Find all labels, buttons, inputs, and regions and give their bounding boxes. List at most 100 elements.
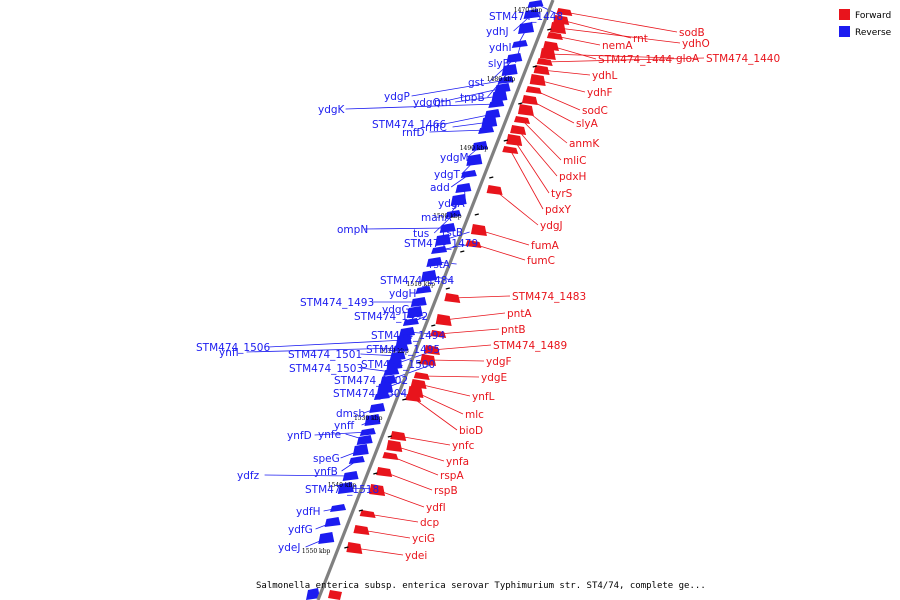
- forward-gene-label: ydhL: [592, 70, 618, 82]
- reverse-gene-label: tus: [413, 228, 429, 240]
- reverse-gene-feature: [420, 270, 437, 282]
- reverse-gene-feature: [377, 382, 394, 394]
- forward-gene-connector: [544, 57, 705, 63]
- forward-gene-label: rspA: [440, 470, 464, 482]
- reverse-gene-feature: [369, 403, 386, 413]
- reverse-gene-connector: [440, 87, 504, 103]
- forward-gene-label: pntB: [501, 324, 526, 336]
- reverse-gene-label: speG: [313, 453, 340, 465]
- minor-feature-mark: [474, 213, 479, 216]
- reverse-gene-label: ydfz: [237, 470, 260, 482]
- reverse-gene-feature: [439, 223, 456, 233]
- forward-gene-connector: [415, 391, 464, 415]
- forward-gene-feature: [470, 224, 487, 236]
- minor-feature-mark: [489, 176, 494, 179]
- reverse-gene-label: add: [430, 182, 450, 194]
- reverse-gene-feature: [511, 40, 528, 48]
- reverse-gene-label: gst: [468, 77, 484, 89]
- reverse-gene-label: ompN: [337, 224, 368, 236]
- reverse-gene-feature: [491, 90, 508, 102]
- legend-forward-label: Forward: [855, 11, 891, 21]
- forward-gene-feature: [390, 431, 407, 441]
- minor-feature-mark: [460, 250, 465, 253]
- minor-feature-mark: [358, 509, 363, 512]
- reverse-gene-label: nth: [434, 97, 451, 109]
- forward-gene-feature: [382, 452, 399, 460]
- forward-gene-connector: [541, 69, 591, 76]
- gene-labels: STM474_1448 ydhJ ydhI slyB gst tppB ydgP ydgQnt…: [196, 11, 780, 562]
- forward-gene-label: rnt: [633, 33, 648, 45]
- forward-gene-connector: [550, 45, 597, 60]
- forward-gene-feature: [536, 58, 553, 66]
- reverse-gene-label: STM474_1502: [334, 375, 408, 387]
- reverse-gene-label: rstA: [429, 259, 451, 271]
- reverse-gene-label: ydgQ: [413, 97, 441, 109]
- genome-caption: Salmonella enterica subsp. enterica sero…: [256, 581, 706, 591]
- reverse-gene-feature: [501, 64, 518, 76]
- forward-gene-feature: [346, 542, 363, 554]
- reverse-gene-label: STM474_1501: [288, 349, 362, 361]
- forward-gene-connector: [438, 328, 500, 335]
- forward-gene-feature: [521, 95, 538, 105]
- reverse-gene-label: STM474_1504: [333, 388, 407, 400]
- reverse-gene-label: ydgA: [438, 198, 466, 210]
- kbp-tick-label: 1500 kbp: [433, 213, 462, 220]
- reverse-gene-feature: [364, 414, 381, 426]
- reverse-gene-connector: [268, 339, 405, 348]
- reverse-gene-feature: [410, 297, 427, 307]
- reverse-gene-feature: [431, 246, 448, 254]
- minor-feature-mark: [518, 102, 523, 105]
- reverse-gene-label: ydeJ: [278, 542, 300, 554]
- reverse-gene-feature: [527, 0, 544, 8]
- forward-gene-feature: [359, 510, 376, 518]
- forward-gene-label: ynfL: [472, 391, 495, 403]
- reverse-gene-feature: [484, 109, 501, 119]
- forward-gene-feature: [423, 345, 440, 355]
- reverse-gene-label: STM474_1518: [305, 484, 379, 496]
- reverse-gene-feature: [434, 234, 451, 246]
- reverse-gene-label: tppB: [460, 92, 485, 104]
- reverse-gene-label: STM474_1484: [380, 275, 454, 287]
- reverse-gene-connector: [264, 474, 352, 477]
- reverse-gene-label: STM474_1506: [196, 342, 270, 354]
- reverse-gene-label: ydgP: [384, 91, 410, 103]
- reverse-gene-label: rnfC: [425, 122, 447, 134]
- forward-gene-feature: [525, 86, 542, 94]
- forward-gene-connector: [398, 435, 451, 446]
- forward-gene-label: dcp: [420, 517, 439, 529]
- forward-gene-connector: [427, 359, 485, 362]
- forward-gene-feature: [502, 146, 519, 154]
- kbp-tick-label: 1480 kbp: [487, 76, 516, 83]
- forward-gene-label: pdxH: [559, 171, 586, 183]
- forward-gene-connector: [452, 295, 511, 299]
- forward-gene-label: ydhF: [587, 87, 613, 99]
- forward-gene-label: ydgJ: [540, 220, 563, 232]
- forward-gene-connector: [431, 344, 492, 351]
- reverse-gene-connector: [429, 129, 488, 133]
- reverse-gene-label: ydgT: [434, 169, 461, 181]
- kbp-tick-label: 1550 kbp: [302, 548, 331, 555]
- forward-gene-feature: [369, 484, 386, 496]
- reverse-gene-feature: [494, 83, 511, 93]
- forward-gene-feature: [539, 48, 556, 60]
- reverse-gene-label: dmsb: [336, 408, 365, 420]
- forward-gene-label: ydgF: [486, 356, 512, 368]
- minor-feature-mark: [532, 65, 537, 68]
- reverse-gene-feature: [523, 9, 540, 19]
- forward-gene-feature: [405, 394, 422, 402]
- forward-gene-feature: [546, 32, 563, 40]
- forward-gene-label: rspB: [434, 485, 458, 497]
- forward-gene-label: gloA: [676, 53, 700, 65]
- reverse-gene-feature: [466, 154, 483, 166]
- reverse-gene-feature: [392, 344, 409, 352]
- forward-gene-feature: [529, 74, 546, 86]
- forward-gene-label: ynfa: [446, 456, 469, 468]
- reverse-gene-label: STM474_1495: [366, 344, 440, 356]
- forward-gene-connector: [376, 489, 425, 508]
- forward-gene-label: ynfc: [452, 440, 475, 452]
- forward-gene-connector: [554, 35, 601, 46]
- reverse-gene-label: ydhJ: [486, 26, 509, 38]
- reverse-gene-connector: [345, 103, 498, 110]
- reverse-gene-feature: [306, 588, 320, 600]
- reverse-gene-feature: [318, 532, 335, 544]
